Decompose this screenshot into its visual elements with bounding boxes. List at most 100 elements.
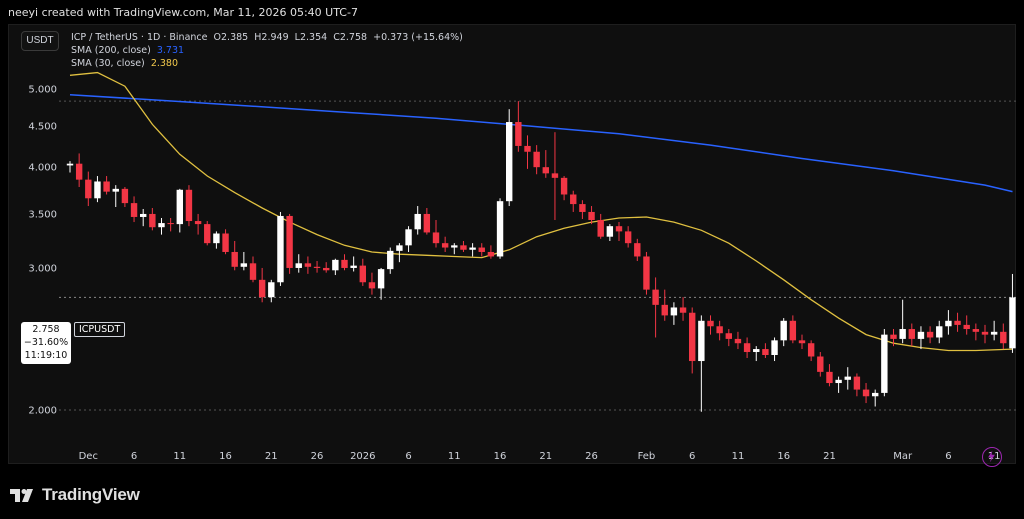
candle-body (149, 213, 156, 228)
candle-body (954, 320, 961, 325)
candle-body (533, 151, 540, 168)
candle-body (670, 307, 678, 316)
candle-body (716, 326, 723, 334)
candle-body (524, 145, 531, 152)
candle-body (140, 213, 147, 217)
candle-body (771, 340, 778, 355)
candle-body (990, 331, 998, 335)
candle-body (762, 349, 769, 355)
x-tick-label: 11 (173, 451, 186, 462)
x-tick-label: 11 (732, 451, 745, 462)
candle-body (130, 203, 138, 217)
candle-body (387, 250, 394, 270)
candle-body (817, 356, 824, 372)
high-value: 2.949 (261, 32, 289, 43)
candle-body (981, 331, 989, 335)
candle-body (460, 245, 467, 250)
sma30-label[interactable]: SMA (30, close) (71, 58, 145, 69)
symbol-title[interactable]: ICP / TetherUS · 1D · Binance (71, 32, 208, 43)
sma200-value: 3.731 (156, 45, 185, 56)
candle-body (624, 231, 632, 244)
candle-body (213, 233, 220, 244)
candle-body (158, 223, 165, 228)
currency-button[interactable]: USDT (21, 31, 59, 51)
candle-body (872, 392, 879, 397)
candle-body (807, 343, 815, 357)
sma200-label[interactable]: SMA (200, close) (71, 45, 151, 56)
sma30-value: 2.380 (150, 58, 179, 69)
close-value: 2.758 (339, 32, 368, 43)
x-tick-label: 6 (405, 451, 411, 462)
candle-body (75, 163, 83, 180)
y-tick-label: 4.000 (28, 163, 57, 174)
price-chart[interactable]: 5.000 4.500 4.000 3.500 3.000 2.000 Dec 6 11 16 21… (9, 25, 1017, 465)
legend-sma30-row[interactable]: SMA (30, close) 2.380 (71, 57, 463, 70)
candle-body (359, 265, 366, 283)
x-tick-label: 26 (585, 451, 598, 462)
candle-body (634, 243, 641, 257)
candle-body (698, 320, 705, 362)
candle-body (231, 251, 238, 267)
y-tick-label: 3.000 (28, 263, 57, 274)
chart-panel[interactable]: 5.000 4.500 4.000 3.500 3.000 2.000 Dec 6 11 16 21… (8, 24, 1017, 467)
candle-body (899, 329, 906, 339)
candle-body (506, 122, 513, 202)
chart-legend: ICP / TetherUS · 1D · Binance O2.385 H2.… (71, 31, 463, 70)
candle-body (890, 334, 897, 339)
y-tick-label: 4.500 (28, 121, 57, 132)
candle-body (121, 188, 129, 204)
price-marker-price: 2.758 (32, 324, 60, 335)
candle-body (258, 279, 266, 298)
candle-body (945, 320, 952, 327)
tradingview-logo-icon (10, 489, 33, 502)
candle-body (405, 229, 412, 246)
candle-body (167, 223, 174, 225)
candle-body (707, 320, 714, 327)
y-tick-label: 5.000 (28, 85, 57, 96)
candle-body (753, 349, 760, 353)
x-tick-label: 21 (823, 451, 836, 462)
candle-body (112, 188, 119, 192)
candle-body (496, 201, 504, 257)
candle-body (432, 232, 440, 244)
legend-ohlc-row[interactable]: ICP / TetherUS · 1D · Binance O2.385 H2.… (71, 31, 463, 44)
candle-body (377, 269, 385, 289)
candle-body (176, 189, 183, 225)
lightning-bolt-icon[interactable] (982, 447, 1002, 467)
candle-body (368, 282, 376, 289)
x-tick-label: Mar (893, 451, 913, 462)
candle-body (917, 331, 925, 339)
low-label: L (294, 32, 300, 43)
sma30-line (69, 71, 1013, 352)
candle-body (972, 329, 980, 332)
candle-body (606, 226, 614, 237)
x-tick-label: 21 (539, 451, 552, 462)
open-label: O (213, 32, 222, 43)
x-tick-label: 6 (945, 451, 951, 462)
price-marker-countdown: 11:19:10 (24, 350, 68, 361)
high-label: H (254, 32, 262, 43)
low-value: 2.354 (299, 32, 328, 43)
candle-body (295, 263, 302, 268)
candle-body (249, 263, 257, 280)
candle-body (1000, 331, 1007, 344)
candle-body (560, 177, 568, 195)
lightning-bolt-icon-glyph (988, 450, 995, 463)
candle-body (725, 333, 732, 339)
candle-body (908, 329, 915, 339)
candle-body (570, 194, 577, 205)
tradingview-logo[interactable]: TradingView (10, 483, 140, 507)
candle-body (844, 376, 851, 380)
x-tick-label: 2026 (350, 451, 375, 462)
x-tick-label: 16 (219, 451, 232, 462)
sma200-line (69, 93, 1013, 193)
candle-body (835, 379, 842, 384)
candle-body (780, 320, 787, 341)
candle-body (963, 324, 970, 330)
candle-body (679, 307, 687, 313)
candle-body (515, 122, 522, 146)
candle-body (789, 320, 797, 341)
x-tick-label: 16 (777, 451, 790, 462)
change-value: +0.373 (+15.64%) (373, 32, 463, 43)
legend-sma200-row[interactable]: SMA (200, close) 3.731 (71, 44, 463, 57)
